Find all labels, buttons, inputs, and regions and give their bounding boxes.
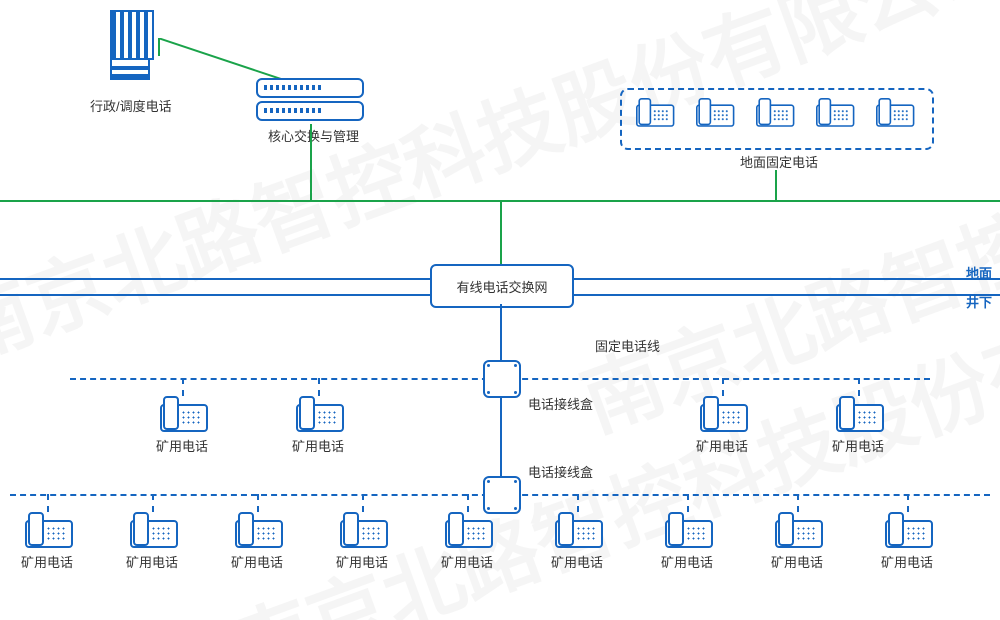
drop-line bbox=[907, 494, 909, 512]
phone-icon bbox=[555, 512, 599, 548]
mine-phone-label: 矿用电话 bbox=[126, 552, 178, 571]
divider-line bbox=[570, 278, 1000, 280]
junction-box-label: 电话接线盒 bbox=[528, 462, 593, 481]
divider-line bbox=[0, 278, 430, 280]
drop-line bbox=[577, 494, 579, 512]
phone-icon bbox=[885, 512, 929, 548]
phone-icon bbox=[836, 396, 880, 432]
admin-phone-rack-icon bbox=[110, 10, 150, 82]
zone-underground-label: 井下 bbox=[966, 292, 992, 311]
core-switch-label: 核心交换与管理 bbox=[268, 126, 359, 145]
phone-icon bbox=[816, 98, 851, 127]
phone-icon bbox=[700, 396, 744, 432]
phone-icon bbox=[160, 396, 204, 432]
mine-phone-label: 矿用电话 bbox=[336, 552, 388, 571]
zone-ground-label: 地面 bbox=[966, 263, 992, 282]
junction-box-label: 电话接线盒 bbox=[528, 394, 593, 413]
phone-icon bbox=[130, 512, 174, 548]
mine-phone-label: 矿用电话 bbox=[231, 552, 283, 571]
phone-icon bbox=[775, 512, 819, 548]
mine-phone-label: 矿用电话 bbox=[156, 436, 208, 455]
link-line bbox=[310, 124, 312, 200]
wired-network-box: 有线电话交换网 bbox=[430, 264, 574, 308]
phone-icon bbox=[25, 512, 69, 548]
junction-box-icon bbox=[483, 476, 521, 514]
mine-phone-label: 矿用电话 bbox=[551, 552, 603, 571]
phone-icon bbox=[235, 512, 279, 548]
link-line bbox=[500, 398, 502, 476]
drop-line bbox=[362, 494, 364, 512]
phone-icon bbox=[445, 512, 489, 548]
divider-line bbox=[0, 294, 430, 296]
wired-network-label: 有线电话交换网 bbox=[456, 277, 547, 296]
admin-phone-label: 行政/调度电话 bbox=[90, 96, 172, 115]
phone-icon bbox=[340, 512, 384, 548]
drop-line bbox=[797, 494, 799, 512]
phone-icon bbox=[296, 396, 340, 432]
drop-line bbox=[318, 378, 320, 396]
mine-phone-label: 矿用电话 bbox=[881, 552, 933, 571]
junction-box-icon bbox=[483, 360, 521, 398]
drop-line bbox=[257, 494, 259, 512]
mine-phone-label: 矿用电话 bbox=[771, 552, 823, 571]
mine-phone-label: 矿用电话 bbox=[661, 552, 713, 571]
mine-phone-label: 矿用电话 bbox=[21, 552, 73, 571]
drop-line bbox=[152, 494, 154, 512]
phone-icon bbox=[756, 98, 791, 127]
phone-icon bbox=[696, 98, 731, 127]
drop-line bbox=[467, 494, 469, 512]
link-line bbox=[500, 200, 502, 264]
fixed-line-label: 固定电话线 bbox=[595, 336, 660, 355]
mine-phone-label: 矿用电话 bbox=[292, 436, 344, 455]
phone-icon bbox=[636, 98, 671, 127]
link-line bbox=[775, 170, 777, 200]
mine-phone-label: 矿用电话 bbox=[832, 436, 884, 455]
ground-phones-label: 地面固定电话 bbox=[740, 152, 818, 171]
mine-phone-label: 矿用电话 bbox=[441, 552, 493, 571]
phone-icon bbox=[876, 98, 911, 127]
drop-line bbox=[47, 494, 49, 512]
core-switch-icon bbox=[256, 78, 364, 124]
drop-line bbox=[722, 378, 724, 396]
drop-line bbox=[182, 378, 184, 396]
phone-icon bbox=[665, 512, 709, 548]
divider-line bbox=[570, 294, 1000, 296]
watermark: 南京北路智控科技股份有限公司 bbox=[564, 0, 1000, 454]
mine-phone-label: 矿用电话 bbox=[696, 436, 748, 455]
link-line bbox=[500, 304, 502, 360]
drop-line bbox=[687, 494, 689, 512]
drop-line bbox=[858, 378, 860, 396]
